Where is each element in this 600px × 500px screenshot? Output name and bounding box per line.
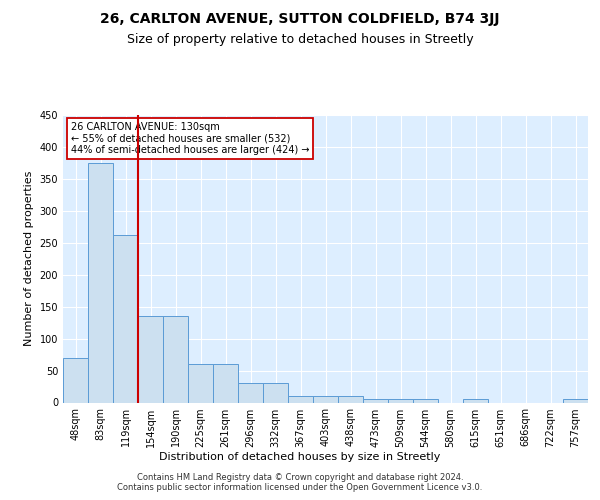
Bar — [338, 396, 363, 402]
Text: Size of property relative to detached houses in Streetly: Size of property relative to detached ho… — [127, 32, 473, 46]
Bar — [138, 316, 163, 402]
Text: Distribution of detached houses by size in Streetly: Distribution of detached houses by size … — [160, 452, 440, 462]
Bar — [238, 384, 263, 402]
Bar — [163, 316, 188, 402]
Text: Contains HM Land Registry data © Crown copyright and database right 2024.
Contai: Contains HM Land Registry data © Crown c… — [118, 473, 482, 492]
Bar — [563, 400, 588, 402]
Bar — [63, 358, 88, 403]
Bar — [113, 235, 138, 402]
Bar — [413, 400, 438, 402]
Y-axis label: Number of detached properties: Number of detached properties — [24, 171, 34, 346]
Text: 26, CARLTON AVENUE, SUTTON COLDFIELD, B74 3JJ: 26, CARLTON AVENUE, SUTTON COLDFIELD, B7… — [100, 12, 500, 26]
Bar — [188, 364, 213, 403]
Bar — [263, 384, 288, 402]
Text: 26 CARLTON AVENUE: 130sqm
← 55% of detached houses are smaller (532)
44% of semi: 26 CARLTON AVENUE: 130sqm ← 55% of detac… — [71, 122, 310, 156]
Bar — [388, 400, 413, 402]
Bar — [363, 400, 388, 402]
Bar — [288, 396, 313, 402]
Bar — [213, 364, 238, 403]
Bar — [463, 400, 488, 402]
Bar — [88, 163, 113, 402]
Bar — [313, 396, 338, 402]
